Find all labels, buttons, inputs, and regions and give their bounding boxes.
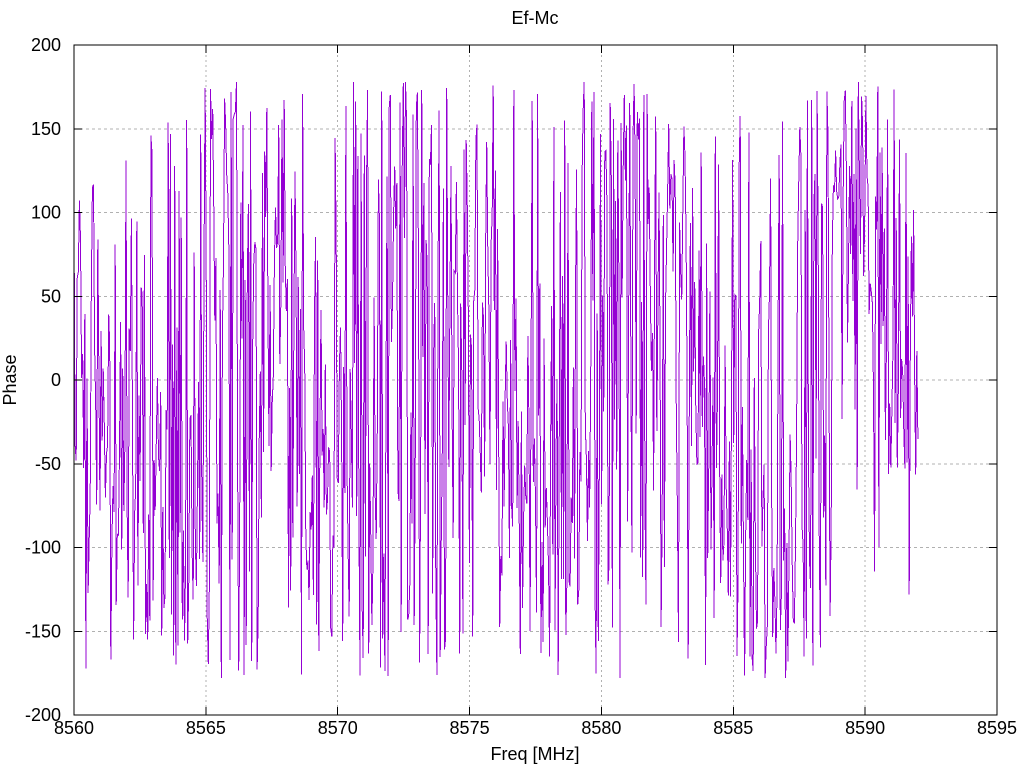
axes-layer [73, 44, 998, 716]
x-tick-label: 8560 [54, 718, 94, 738]
phase-trace [73, 81, 919, 679]
chart-title: Ef-Mc [512, 8, 559, 28]
y-tick-label: -50 [35, 454, 61, 474]
tick-label-layer: 8560 8565 8570 8575 8580 8585 8590 8595 -200 -150… [25, 35, 1017, 738]
x-tick-label: 8595 [977, 718, 1017, 738]
x-tick-label: 8590 [845, 718, 885, 738]
data-layer [73, 81, 919, 679]
x-tick-label: 8565 [186, 718, 226, 738]
y-tick-label: -150 [25, 621, 61, 641]
y-tick-label: 200 [31, 35, 61, 55]
y-tick-label: 50 [41, 286, 61, 306]
x-axis-label: Freq [MHz] [490, 744, 579, 764]
y-tick-label: -200 [25, 705, 61, 725]
y-tick-label: 150 [31, 119, 61, 139]
y-tick-label: 100 [31, 203, 61, 223]
x-tick-label: 8580 [581, 718, 621, 738]
x-tick-label: 8585 [713, 718, 753, 738]
y-axis-label: Phase [0, 354, 20, 405]
y-tick-label: 0 [51, 370, 61, 390]
x-tick-label: 8570 [318, 718, 358, 738]
x-tick-label: 8575 [450, 718, 490, 738]
y-tick-label: -100 [25, 538, 61, 558]
